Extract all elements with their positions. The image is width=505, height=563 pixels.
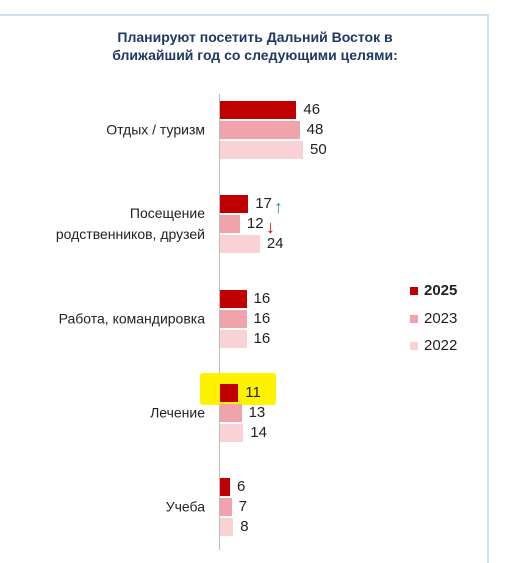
category-label: Отдых / туризм [106,121,205,138]
bar [220,235,260,254]
bar [220,383,239,402]
value-label: 50 [310,141,327,158]
category-label: Посещение родственников, друзей [55,205,205,243]
category-label: Лечение [150,404,205,421]
bar [220,423,244,442]
value-label: 46 [303,101,321,118]
value-label: 6 [236,478,246,496]
legend-swatch [410,287,418,295]
chart-title: Планируют посетить Дальний Восток в ближ… [112,29,398,63]
value-label: 16 [253,289,271,307]
bar [220,498,232,517]
value-label: 17 [255,195,272,213]
bar [220,289,247,308]
value-label: 8 [240,518,249,536]
up-arrow: ↑ [274,197,283,217]
legend-swatch [410,342,418,350]
value-label: 16 [253,309,271,327]
legend-label: 2023 [424,309,458,327]
value-label: 7 [238,498,247,516]
bar [220,101,297,119]
legend-label: 2025 [424,282,458,299]
frame [0,14,489,563]
value-label: 24 [266,235,284,253]
bar [220,518,234,537]
bar [220,121,300,139]
bar [220,195,249,214]
category-label: Работа, командировка [58,310,205,327]
legend-swatch [410,314,418,323]
value-label: 48 [306,121,324,138]
bar [220,309,247,328]
category-label: Учеба [165,498,205,515]
value-label: 12 [246,215,264,233]
value-label: 16 [253,329,271,347]
axis-line [219,94,220,550]
bar [220,215,240,234]
legend-label: 2022 [424,337,458,354]
value-label: 14 [250,423,267,441]
value-label: 11 [245,383,261,401]
value-label: 13 [248,403,266,421]
bar [220,478,230,497]
bar [220,329,247,348]
bar [220,403,242,422]
bar [220,141,303,159]
down-arrow: ↓ [266,217,275,237]
